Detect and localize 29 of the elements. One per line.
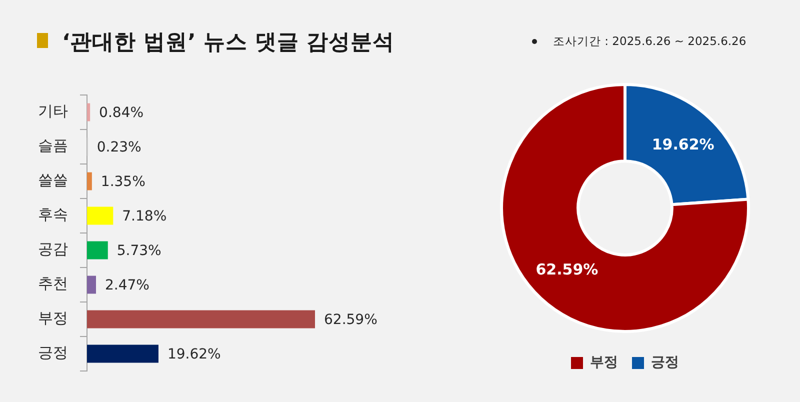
y-tick-label: 후속 [38,206,68,224]
chart-title: ‘관대한 법원’ 뉴스 댓글 감성분석 [62,29,394,56]
bar [87,310,315,328]
data-label: 62.59% [536,260,598,278]
data-label: 7.18% [122,208,167,224]
data-label: 19.62% [167,346,221,362]
bar [87,103,90,122]
legend-label: 긍정 [651,354,679,371]
y-tick-label: 긍정 [38,344,68,362]
bar [87,344,158,363]
bar [87,206,114,225]
y-tick-label: 기타 [38,102,68,120]
y-tick-label: 추천 [38,274,68,293]
bar [87,241,108,260]
data-label: 1.35% [100,174,146,190]
data-label: 2.47% [105,277,150,294]
legend-label: 부정 [590,354,618,371]
data-label: 19.62% [652,136,714,154]
bar [87,276,96,294]
y-tick-label: 부정 [38,309,68,328]
y-tick-label: 슬픔 [38,136,68,155]
bar [87,172,92,190]
data-label: 62.59% [324,312,378,328]
data-label: 0.84% [99,104,144,121]
y-tick-label: 공감 [38,240,68,258]
chart-subtitle: 조사기간 : 2025.6.26 ~ 2025.6.26 [553,34,746,49]
y-tick-label: 쓸쓸 [38,171,68,190]
data-label: 0.23% [96,139,142,156]
data-label: 5.73% [116,242,162,259]
